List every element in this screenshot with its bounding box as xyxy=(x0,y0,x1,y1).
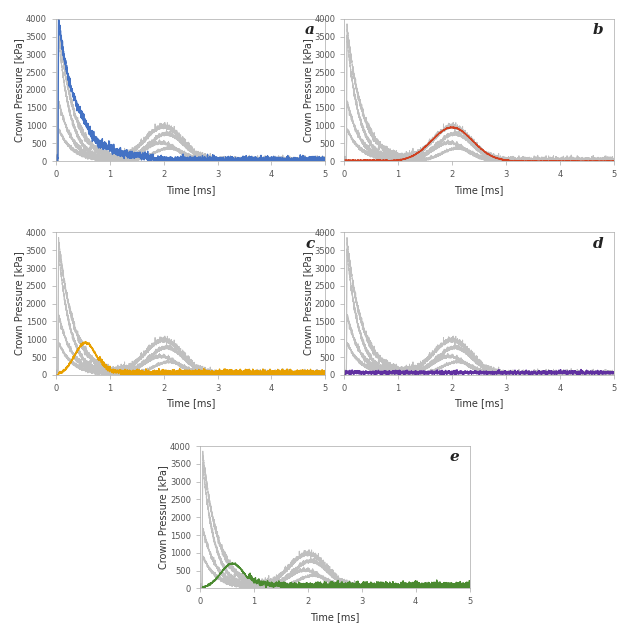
Y-axis label: Crown Pressure [kPa]: Crown Pressure [kPa] xyxy=(303,38,312,142)
Text: a: a xyxy=(305,23,314,37)
Y-axis label: Crown Pressure [kPa]: Crown Pressure [kPa] xyxy=(159,465,169,569)
X-axis label: Time [ms]: Time [ms] xyxy=(166,398,215,408)
Y-axis label: Crown Pressure [kPa]: Crown Pressure [kPa] xyxy=(14,38,24,142)
Text: c: c xyxy=(306,237,314,250)
X-axis label: Time [ms]: Time [ms] xyxy=(310,612,360,622)
Y-axis label: Crown Pressure [kPa]: Crown Pressure [kPa] xyxy=(14,252,24,356)
Text: e: e xyxy=(449,450,459,464)
X-axis label: Time [ms]: Time [ms] xyxy=(454,398,503,408)
Text: b: b xyxy=(592,23,603,37)
X-axis label: Time [ms]: Time [ms] xyxy=(166,185,215,195)
X-axis label: Time [ms]: Time [ms] xyxy=(454,185,503,195)
Y-axis label: Crown Pressure [kPa]: Crown Pressure [kPa] xyxy=(303,252,312,356)
Text: d: d xyxy=(592,237,603,250)
